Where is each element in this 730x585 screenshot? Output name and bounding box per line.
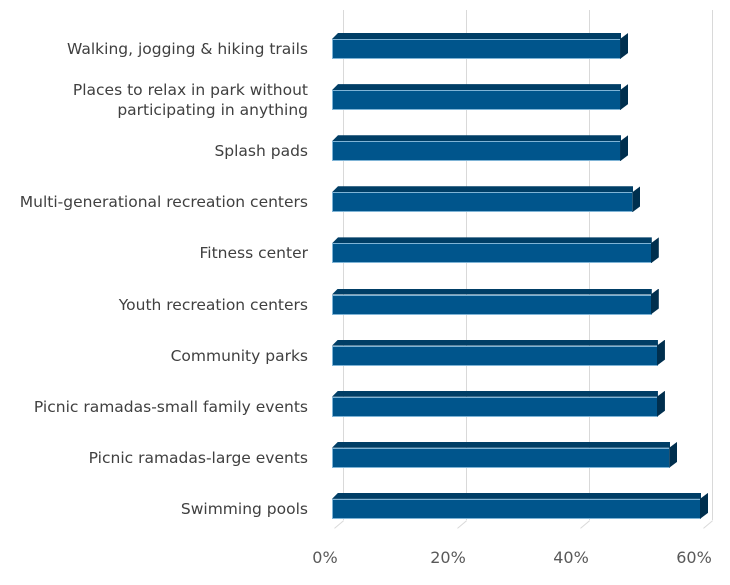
x-tick-label: 20% (430, 548, 466, 567)
x-tick-label: 40% (553, 548, 589, 567)
x-tick-label: 60% (676, 548, 712, 567)
gridline-foot (457, 520, 468, 530)
gridline-foot (334, 520, 345, 530)
category-label: Splash pads (214, 142, 308, 161)
gridline (589, 10, 590, 520)
category-label: Multi-generational recreation centers (19, 193, 308, 212)
category-label: Youth recreation centers (118, 295, 308, 314)
category-label: Walking, jogging & hiking trails (67, 40, 308, 58)
gridline-foot (580, 520, 591, 530)
gridline (343, 10, 344, 520)
category-label: Places to relax in park without particip… (72, 81, 308, 120)
category-label: Community parks (170, 346, 308, 365)
category-label: Picnic ramadas-small family events (33, 397, 308, 416)
x-tick-label: 0% (312, 548, 338, 567)
category-label: Swimming pools (180, 499, 308, 518)
category-label: Picnic ramadas-large events (88, 448, 308, 467)
gridline-foot (703, 520, 714, 530)
category-label: Fitness center (199, 244, 308, 263)
gridline (466, 10, 467, 520)
gridline (712, 10, 713, 520)
